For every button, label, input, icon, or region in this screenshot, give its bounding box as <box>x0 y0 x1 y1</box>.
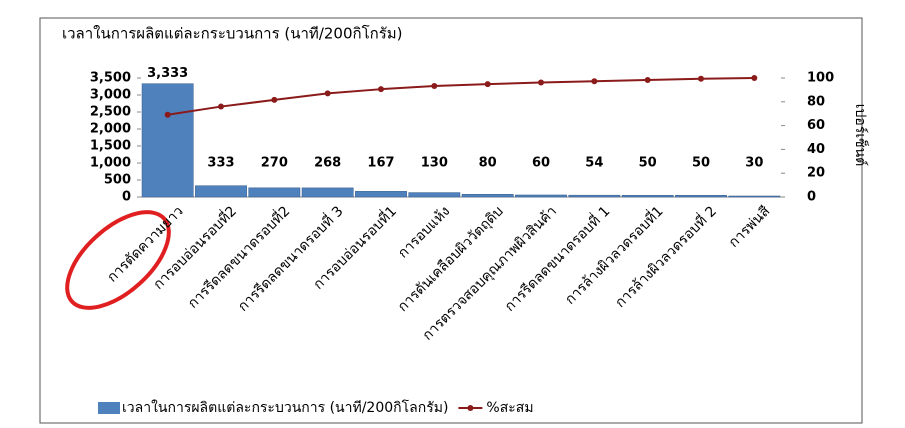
value-label: 30 <box>745 156 763 171</box>
bar <box>621 195 674 198</box>
cumulative-point <box>751 75 758 81</box>
cumulative-point <box>378 86 384 93</box>
x-tick-label: การรีดลดขนาดรอบที่2 <box>184 202 294 312</box>
x-tick-label: การพ่นสี <box>726 203 774 251</box>
chart-border <box>39 17 863 424</box>
y-tick-label: 2,000 <box>90 122 131 137</box>
x-tick-label: การดันเคลือบผิววัตถุดิบ <box>395 203 507 315</box>
bar <box>301 187 354 198</box>
value-label: 130 <box>421 156 448 171</box>
cumulative-point <box>591 78 598 85</box>
bar <box>141 83 194 198</box>
bar <box>195 185 247 198</box>
value-label: 270 <box>261 156 288 171</box>
x-tick-label: การล้างผิวลวดรอบที่ 2 <box>611 202 720 311</box>
cumulative-line <box>167 77 755 116</box>
cumulative-point <box>218 103 224 110</box>
y-tick-label: 3,000 <box>90 88 131 103</box>
y2-tick-label: 40 <box>807 142 825 157</box>
y-tick-label: 500 <box>104 173 131 188</box>
cumulative-point <box>644 77 651 84</box>
bar <box>408 192 461 198</box>
y2-tick-label: 60 <box>807 118 825 133</box>
value-label: 268 <box>314 156 341 171</box>
y-tick-label: 0 <box>122 190 131 205</box>
y2-tick-label: 100 <box>807 71 834 86</box>
bar <box>461 194 514 198</box>
bar <box>248 187 301 198</box>
bar <box>568 194 621 198</box>
bar <box>515 194 567 198</box>
cumulative-point <box>538 79 544 86</box>
cumulative-point <box>431 82 438 89</box>
chart-title: เวลาในการผลิตแต่ละกระบวนการ (นาที/200กิโ… <box>62 25 403 43</box>
y2-tick-label: 80 <box>807 94 825 109</box>
value-label: 167 <box>367 156 394 171</box>
y-tick-label: 3,500 <box>90 71 131 86</box>
value-label: 50 <box>692 156 710 171</box>
cumulative-point <box>698 75 704 82</box>
bar <box>728 195 781 198</box>
y-tick-label: 2,500 <box>90 105 131 120</box>
bar <box>355 191 407 198</box>
cumulative-point <box>164 111 171 118</box>
y-tick-label: 1,000 <box>90 156 131 171</box>
y2-tick-label: 0 <box>807 190 816 205</box>
legend-label: %สะสม <box>486 400 533 416</box>
x-tick-label: การรีดลดขนาดรอบที่ 3 <box>234 202 347 315</box>
cumulative-point <box>324 90 331 97</box>
value-label: 3,333 <box>147 66 188 81</box>
cumulative-point <box>271 96 278 103</box>
value-label: 54 <box>585 156 603 171</box>
legend-label: เวลาในการผลิตแต่ละกระบวนการ (นาที/200กิโ… <box>122 399 448 416</box>
value-label: 333 <box>207 156 234 171</box>
bar <box>675 195 727 198</box>
legend-swatch <box>98 402 120 414</box>
highlight-ellipse <box>65 210 171 310</box>
value-label: 60 <box>532 156 550 171</box>
y-tick-label: 1,500 <box>90 139 131 154</box>
cumulative-point <box>484 81 491 88</box>
x-tick-label: การล้างผิวลวดรอบที่1 <box>561 202 667 308</box>
y2-axis-label: เปอร์เซ็นต์ <box>852 104 870 167</box>
value-label: 50 <box>639 156 657 171</box>
value-label: 80 <box>479 156 497 171</box>
y2-tick-label: 20 <box>807 166 825 181</box>
x-tick-label: การรีดลดขนาดรอบที่ 1 <box>500 202 613 315</box>
legend-marker <box>467 405 474 411</box>
